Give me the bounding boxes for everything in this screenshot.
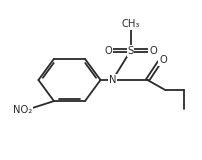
Text: CH₃: CH₃ xyxy=(121,19,139,29)
Text: O: O xyxy=(159,55,166,65)
Text: O: O xyxy=(104,46,112,56)
Text: N: N xyxy=(108,75,116,85)
Text: O: O xyxy=(148,46,156,56)
Text: S: S xyxy=(127,46,133,56)
Text: NO₂: NO₂ xyxy=(13,105,32,115)
